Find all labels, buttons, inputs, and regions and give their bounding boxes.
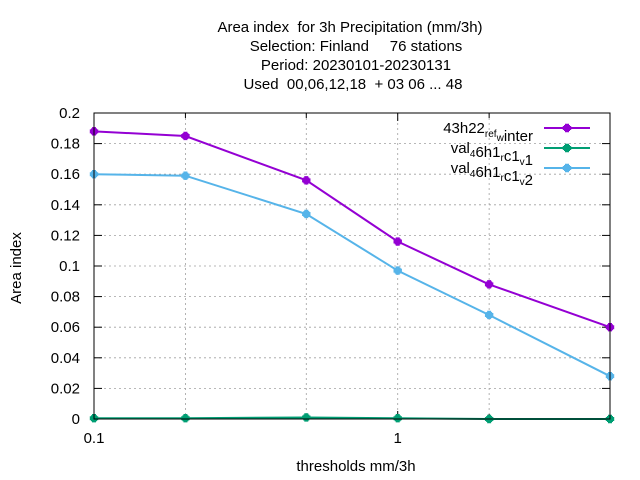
series-line [93,173,611,378]
y-tick-labels: 0 0.02 0.04 0.06 0.08 0.1 0.12 0.14 0.16 0.18 0.2 [51,105,80,428]
y-tick-label: 0 [72,411,80,428]
grid-lines [94,113,610,419]
data-point [484,310,494,320]
title-line-1: Area index for 3h Precipitation (mm/3h) [217,19,483,36]
legend-swatch-marker [562,163,572,173]
legend-swatch-marker [562,123,572,133]
x-tick-label: 1 [394,430,402,447]
y-tick-label: 0.04 [51,350,80,367]
y-tick-label: 0.1 [59,258,80,275]
series-layer [89,127,615,424]
data-point [181,414,190,423]
x-tick-label: 0.1 [84,430,105,447]
data-point [393,237,402,246]
x-axis-label: thresholds mm/3h [296,458,415,475]
series-3 [89,170,615,381]
y-tick-label: 0.12 [51,227,80,244]
title-line-3: Period: 20230101-20230131 [260,57,452,74]
data-point [393,414,402,423]
y-tick-label: 0.2 [59,105,80,122]
y-tick-label: 0.02 [51,380,80,397]
legend-swatch-marker [562,143,572,153]
y-tick-label: 0.16 [51,166,80,183]
y-tick-label: 0.18 [51,136,80,153]
y-tick-label: 0.06 [51,319,80,336]
data-point [302,176,311,185]
data-point [393,266,402,275]
y-axis-label: Area index [8,232,25,304]
series-2 [89,413,615,424]
data-point [484,280,494,289]
series-1 [89,127,615,332]
data-point [302,209,311,219]
legend-label: val46h1rc1v2 [451,160,533,189]
y-tick-label: 0.14 [51,197,80,214]
data-point [302,413,311,422]
plot-frame [93,112,611,420]
legend-label: 43h22refwinter [443,120,533,145]
title-line-4: Used 00,06,12,18 + 03 06 ... 48 [243,76,463,93]
data-point [181,171,190,180]
x-tick-labels: 0.1 1 [84,430,402,447]
y-tick-label: 0.08 [51,289,80,306]
title-line-2: Selection: Finland 76 stations [249,38,463,55]
legend-label: val46h1rc1v1 [451,140,533,169]
data-point [181,131,190,141]
series-line [93,130,611,329]
